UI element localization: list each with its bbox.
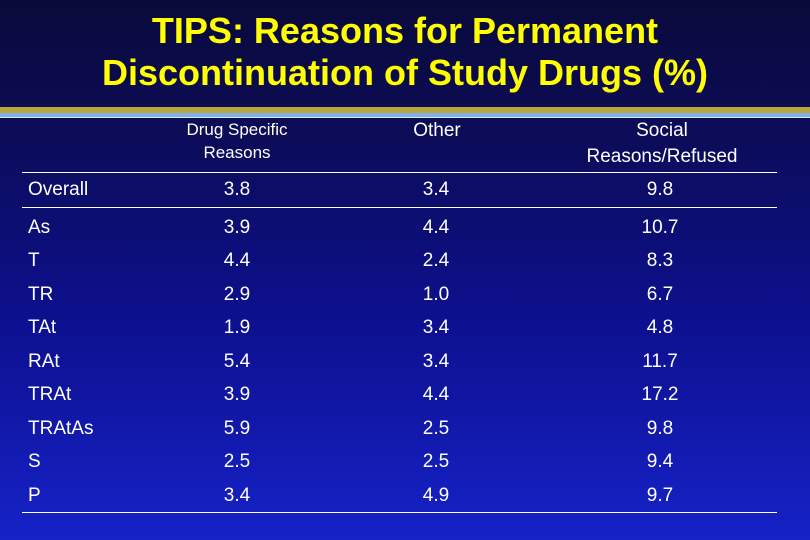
header-social-line2: Reasons/Refused [586, 146, 738, 167]
cell-social: 11.7 [642, 350, 678, 372]
cell-other: 3.4 [422, 179, 450, 200]
cell-social: 6.7 [646, 283, 674, 305]
cell-drug-specific: 3.9 [223, 216, 251, 238]
cell-social: 8.3 [646, 250, 674, 271]
cell-social: 9.8 [646, 179, 674, 200]
cell-social: 10.7 [641, 216, 679, 238]
cell-drug-specific: 2.5 [223, 451, 251, 472]
table-row: TRAt 3.9 4.4 17.2 [22, 378, 777, 412]
slide-title: TIPS: Reasons for Permanent Discontinuat… [0, 10, 810, 94]
cell-drug-specific: 1.9 [223, 317, 251, 338]
table-row: TR 2.9 1.0 6.7 [22, 278, 777, 312]
cell-drug-specific: 5.4 [223, 350, 251, 372]
row-label: S [28, 451, 41, 472]
cell-other: 4.4 [422, 216, 450, 238]
header-other: Other [413, 120, 461, 141]
header-social: Social Reasons/Refused [552, 118, 772, 170]
cell-social: 9.7 [646, 484, 674, 506]
table-row: RAt 5.4 3.4 11.7 [22, 345, 777, 379]
cell-other: 3.4 [422, 350, 450, 372]
cell-social: 9.8 [646, 417, 674, 439]
table-row: TAt 1.9 3.4 4.8 [22, 311, 777, 345]
title-line-2: Discontinuation of Study Drugs (%) [102, 52, 708, 93]
cell-drug-specific: 3.9 [223, 384, 251, 405]
row-label: As [28, 216, 51, 238]
cell-drug-specific: 3.8 [223, 179, 251, 200]
row-label: Overall [28, 179, 89, 200]
cell-other: 4.9 [422, 484, 450, 506]
cell-other: 3.4 [422, 317, 450, 338]
cell-other: 2.5 [422, 417, 450, 439]
cell-other: 2.5 [422, 451, 450, 472]
overall-rule [22, 206, 777, 208]
cell-other: 1.0 [422, 283, 450, 305]
table-bottom-rule [22, 512, 777, 513]
header-drug-specific-line2: Reasons [203, 143, 271, 162]
title-divider-blue [0, 113, 810, 117]
discontinuation-table: Drug Specific Reasons Other Social Reaso… [22, 118, 777, 513]
table-row: P 3.4 4.9 9.7 [22, 479, 777, 513]
header-drug-specific-line1: Drug Specific [186, 120, 288, 139]
row-label: TRAtAs [28, 417, 94, 439]
header-rule [22, 172, 777, 173]
table-row: As 3.9 4.4 10.7 [22, 211, 777, 245]
row-label: TRAt [28, 384, 72, 405]
header-drug-specific: Drug Specific Reasons [162, 118, 312, 164]
table-header: Drug Specific Reasons Other Social Reaso… [22, 118, 777, 172]
cell-other: 4.4 [422, 384, 450, 405]
row-label: P [28, 484, 41, 506]
cell-drug-specific: 2.9 [223, 283, 251, 305]
cell-social: 4.8 [646, 317, 674, 338]
title-divider-white [0, 117, 810, 118]
table-row: S 2.5 2.5 9.4 [22, 445, 777, 479]
row-label: TAt [28, 317, 57, 338]
header-social-line1: Social [636, 120, 688, 141]
cell-other: 2.4 [422, 250, 450, 271]
title-line-1: TIPS: Reasons for Permanent [151, 10, 659, 51]
cell-social: 9.4 [646, 451, 674, 472]
cell-social: 17.2 [641, 384, 679, 405]
title-divider-gold [0, 107, 810, 113]
table-body: As 3.9 4.4 10.7 T 4.4 2.4 8.3 TR 2.9 1.0 6.7 TAt 1.9 3… [22, 211, 777, 513]
cell-drug-specific: 5.9 [223, 417, 251, 439]
cell-drug-specific: 3.4 [223, 484, 251, 506]
row-label: T [28, 250, 40, 271]
table-row: T 4.4 2.4 8.3 [22, 244, 777, 278]
row-label: RAt [28, 350, 60, 372]
cell-drug-specific: 4.4 [223, 250, 251, 271]
row-label: TR [28, 283, 54, 305]
table-row-overall: Overall 3.8 3.4 9.8 [22, 173, 777, 207]
table-row: TRAtAs 5.9 2.5 9.8 [22, 412, 777, 446]
